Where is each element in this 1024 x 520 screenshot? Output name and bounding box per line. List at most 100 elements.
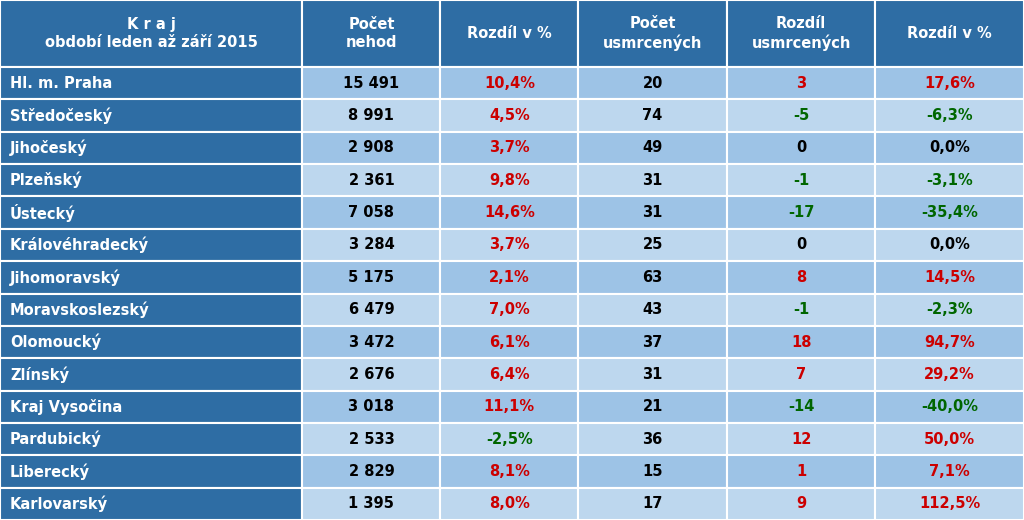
Text: 1: 1 [796, 464, 806, 479]
Bar [440, 326, 579, 358]
Text: 112,5%: 112,5% [920, 496, 980, 511]
Bar [579, 358, 727, 391]
Text: 21: 21 [642, 399, 663, 414]
Bar [876, 326, 1024, 358]
Bar [579, 0, 727, 67]
Text: 7,1%: 7,1% [930, 464, 970, 479]
Text: Jihomoravský: Jihomoravský [10, 269, 121, 285]
Bar [0, 164, 302, 197]
Text: Rozdíl v %: Rozdíl v % [467, 26, 552, 41]
Bar [579, 99, 727, 132]
Text: 3,7%: 3,7% [489, 238, 529, 253]
Text: 31: 31 [642, 173, 663, 188]
Bar [727, 261, 876, 293]
Bar [302, 423, 440, 456]
Text: Středočeský: Středočeský [10, 107, 112, 124]
Bar [579, 326, 727, 358]
Text: Olomoucký: Olomoucký [10, 334, 101, 350]
Text: -1: -1 [793, 173, 809, 188]
Text: 74: 74 [642, 108, 663, 123]
Text: 3 472: 3 472 [348, 334, 394, 349]
Text: 31: 31 [642, 205, 663, 220]
Text: Rozdíl v %: Rozdíl v % [907, 26, 992, 41]
Bar [302, 99, 440, 132]
Text: 4,5%: 4,5% [489, 108, 529, 123]
Text: 9: 9 [796, 496, 806, 511]
Text: -17: -17 [788, 205, 814, 220]
Bar [440, 99, 579, 132]
Bar [0, 391, 302, 423]
Bar [440, 391, 579, 423]
Text: 5 175: 5 175 [348, 270, 394, 285]
Bar [579, 456, 727, 488]
Text: -14: -14 [788, 399, 814, 414]
Text: 8,1%: 8,1% [488, 464, 529, 479]
Text: Jihočeský: Jihočeský [10, 140, 88, 156]
Text: 15: 15 [642, 464, 663, 479]
Bar [727, 488, 876, 520]
Bar [727, 99, 876, 132]
Bar [579, 67, 727, 99]
Bar [876, 358, 1024, 391]
Bar [302, 358, 440, 391]
Bar [876, 67, 1024, 99]
Text: 3 018: 3 018 [348, 399, 394, 414]
Bar [579, 391, 727, 423]
Text: -5: -5 [793, 108, 809, 123]
Text: 6,4%: 6,4% [489, 367, 529, 382]
Text: 6,1%: 6,1% [489, 334, 529, 349]
Text: 2,1%: 2,1% [489, 270, 529, 285]
Text: 6 479: 6 479 [348, 302, 394, 317]
Bar [302, 261, 440, 293]
Text: Liberecký: Liberecký [10, 463, 90, 480]
Bar [440, 67, 579, 99]
Text: 14,5%: 14,5% [925, 270, 975, 285]
Bar [876, 488, 1024, 520]
Bar [0, 488, 302, 520]
Bar [727, 164, 876, 197]
Text: 14,6%: 14,6% [484, 205, 535, 220]
Bar [579, 423, 727, 456]
Bar [0, 132, 302, 164]
Bar [0, 261, 302, 293]
Bar [440, 132, 579, 164]
Text: 0: 0 [796, 140, 806, 155]
Text: 8 991: 8 991 [348, 108, 394, 123]
Text: 25: 25 [642, 238, 663, 253]
Bar [0, 229, 302, 261]
Bar [579, 132, 727, 164]
Text: Počet
nehod: Počet nehod [346, 17, 397, 50]
Bar [876, 423, 1024, 456]
Bar [0, 0, 302, 67]
Bar [876, 261, 1024, 293]
Bar [876, 132, 1024, 164]
Bar [727, 358, 876, 391]
Text: 36: 36 [642, 432, 663, 447]
Bar [727, 326, 876, 358]
Bar [876, 293, 1024, 326]
Bar [727, 391, 876, 423]
Text: -3,1%: -3,1% [927, 173, 973, 188]
Bar [0, 456, 302, 488]
Text: 12: 12 [791, 432, 811, 447]
Text: 3,7%: 3,7% [489, 140, 529, 155]
Text: 49: 49 [642, 140, 663, 155]
Text: 11,1%: 11,1% [483, 399, 535, 414]
Text: 94,7%: 94,7% [925, 334, 975, 349]
Bar [579, 229, 727, 261]
Bar [440, 488, 579, 520]
Text: 2 676: 2 676 [348, 367, 394, 382]
Bar [302, 132, 440, 164]
Bar [876, 391, 1024, 423]
Text: Zlínský: Zlínský [10, 366, 69, 383]
Bar [727, 229, 876, 261]
Bar [0, 358, 302, 391]
Bar [579, 488, 727, 520]
Bar [302, 164, 440, 197]
Text: 0,0%: 0,0% [930, 140, 970, 155]
Text: 1 395: 1 395 [348, 496, 394, 511]
Bar [302, 488, 440, 520]
Text: -6,3%: -6,3% [927, 108, 973, 123]
Bar [876, 99, 1024, 132]
Bar [440, 293, 579, 326]
